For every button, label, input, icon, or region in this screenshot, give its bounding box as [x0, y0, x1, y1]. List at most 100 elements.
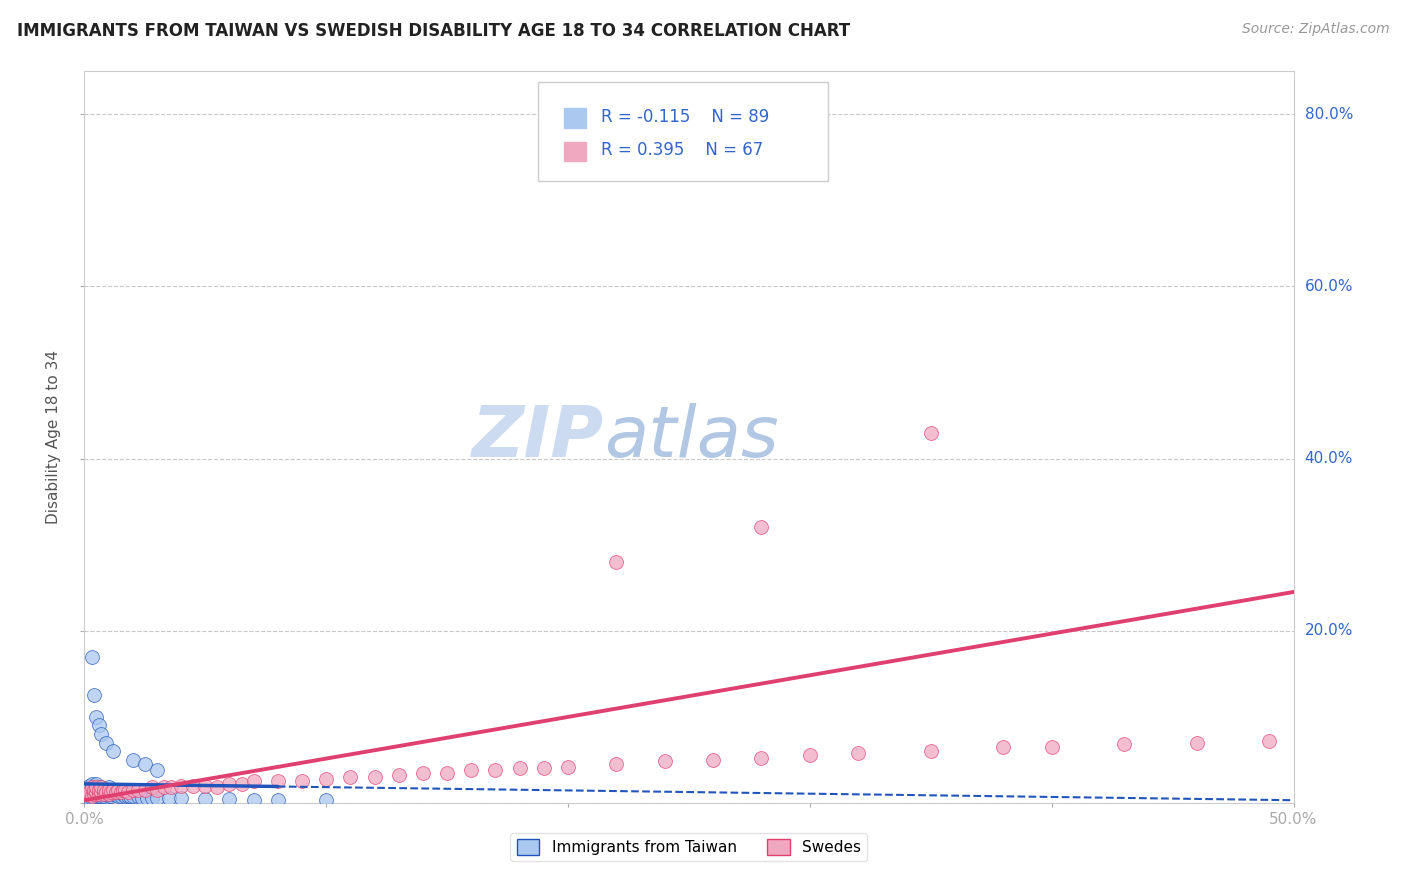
Point	[77, 779, 100, 793]
Point	[799, 748, 821, 763]
Text: atlas: atlas	[605, 402, 779, 472]
Point	[114, 789, 136, 803]
Point	[76, 783, 98, 797]
Point	[103, 783, 125, 797]
Point	[100, 785, 122, 799]
Bar	[564, 142, 586, 161]
Point	[121, 753, 143, 767]
Point	[76, 787, 98, 801]
Point	[83, 780, 105, 795]
Point	[121, 789, 143, 803]
Point	[76, 785, 98, 799]
Point	[90, 783, 112, 797]
FancyBboxPatch shape	[538, 82, 828, 181]
Point	[242, 774, 264, 789]
Point	[218, 792, 240, 806]
Point	[97, 787, 120, 801]
Point	[94, 785, 117, 799]
Point	[80, 780, 103, 795]
Point	[654, 755, 676, 769]
Point	[141, 790, 163, 805]
Point	[509, 761, 531, 775]
Point	[80, 789, 103, 803]
Point	[86, 780, 108, 795]
Point	[93, 783, 115, 797]
Point	[1114, 737, 1136, 751]
Point	[194, 779, 217, 793]
Point	[1040, 739, 1063, 754]
Point	[93, 789, 115, 803]
Point	[157, 791, 180, 805]
Point	[80, 783, 103, 797]
Point	[97, 783, 120, 797]
Point	[83, 785, 105, 799]
Point	[605, 757, 627, 772]
Point	[100, 785, 122, 799]
Point	[87, 789, 110, 803]
Point	[181, 779, 204, 793]
Bar	[564, 108, 586, 128]
Point	[315, 793, 337, 807]
Y-axis label: Disability Age 18 to 34: Disability Age 18 to 34	[46, 350, 62, 524]
Point	[86, 785, 108, 799]
Point	[920, 425, 942, 440]
Point	[160, 780, 183, 795]
Point	[80, 791, 103, 805]
Point	[291, 774, 314, 789]
Point	[533, 761, 555, 775]
Point	[97, 783, 120, 797]
Point	[412, 765, 434, 780]
Point	[436, 765, 458, 780]
Legend: Immigrants from Taiwan, Swedes: Immigrants from Taiwan, Swedes	[510, 833, 868, 861]
Point	[846, 746, 869, 760]
Point	[76, 789, 98, 803]
Point	[97, 785, 120, 799]
Point	[87, 783, 110, 797]
Point	[460, 763, 482, 777]
Point	[134, 783, 156, 797]
Point	[86, 789, 108, 803]
Point	[242, 793, 264, 807]
Point	[557, 759, 579, 773]
Point	[86, 777, 108, 791]
Point	[103, 744, 125, 758]
Point	[103, 787, 125, 801]
Point	[136, 790, 159, 805]
Point	[90, 787, 112, 801]
Point	[86, 787, 108, 801]
Point	[484, 763, 506, 777]
Point	[83, 783, 105, 797]
Point	[77, 780, 100, 795]
Point	[80, 789, 103, 803]
Point	[80, 777, 103, 791]
Point	[104, 787, 127, 801]
Point	[107, 789, 129, 803]
Text: R = -0.115    N = 89: R = -0.115 N = 89	[600, 109, 769, 127]
Point	[141, 780, 163, 795]
Point	[110, 785, 132, 799]
Point	[120, 789, 142, 803]
Point	[87, 785, 110, 799]
Point	[134, 757, 156, 772]
Point	[127, 789, 149, 803]
Point	[97, 787, 120, 801]
Text: R = 0.395    N = 67: R = 0.395 N = 67	[600, 141, 763, 159]
Point	[153, 780, 176, 795]
Point	[80, 780, 103, 795]
Point	[751, 520, 773, 534]
Point	[218, 777, 240, 791]
Point	[83, 783, 105, 797]
Point	[146, 763, 169, 777]
Point	[93, 787, 115, 801]
Point	[605, 555, 627, 569]
Point	[77, 785, 100, 799]
Point	[87, 783, 110, 797]
Point	[80, 649, 103, 664]
Text: IMMIGRANTS FROM TAIWAN VS SWEDISH DISABILITY AGE 18 TO 34 CORRELATION CHART: IMMIGRANTS FROM TAIWAN VS SWEDISH DISABI…	[17, 22, 851, 40]
Point	[231, 777, 253, 791]
Point	[107, 787, 129, 801]
Point	[77, 787, 100, 801]
Point	[103, 785, 125, 799]
Point	[104, 785, 127, 799]
Point	[112, 783, 135, 797]
